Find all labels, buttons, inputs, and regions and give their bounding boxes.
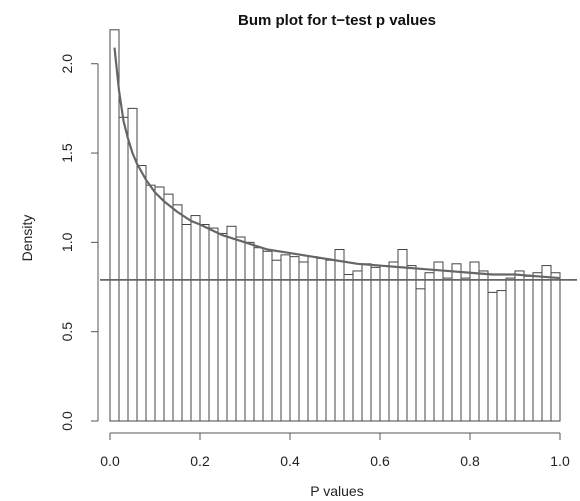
fitted-density-curve <box>113 47 561 280</box>
y-tick-label: 2.0 <box>59 54 75 74</box>
histogram-bar <box>271 259 282 422</box>
histogram-bar <box>397 249 408 422</box>
x-tick-label: 0.8 <box>460 453 480 469</box>
histogram-bar <box>226 225 237 422</box>
histogram-bar <box>307 256 318 422</box>
histogram-bar <box>253 247 264 422</box>
histogram-bar <box>460 277 471 422</box>
x-tick-label: 0.4 <box>280 453 300 469</box>
histogram-bar <box>550 272 561 422</box>
histogram-bar <box>487 291 498 422</box>
histogram-bar <box>172 204 183 422</box>
histogram-bar <box>442 277 453 422</box>
histogram-bar <box>406 265 417 422</box>
histogram-bar <box>136 165 147 422</box>
chart-title: Bum plot for t−test p values <box>238 12 436 29</box>
histogram-bar <box>298 261 309 422</box>
histogram-bar <box>478 270 489 422</box>
histogram-bar <box>325 259 336 422</box>
x-tick-label: 0.6 <box>370 453 390 469</box>
histogram-bar <box>388 261 399 422</box>
histogram-bar <box>145 184 156 422</box>
histogram-bar <box>415 288 426 422</box>
x-tick-label: 0.0 <box>100 453 120 469</box>
histogram-bar <box>541 265 552 422</box>
histogram-bar <box>451 263 462 422</box>
histogram-bar <box>262 250 273 422</box>
y-axis-label: Density <box>19 215 35 262</box>
histogram-bar <box>199 224 210 422</box>
x-tick-label: 0.2 <box>190 453 210 469</box>
histogram-bar <box>343 274 354 422</box>
histogram-bar <box>181 224 192 422</box>
histogram-bar <box>523 275 534 422</box>
histogram-bar <box>217 232 228 422</box>
x-axis-ticks: 0.0 0.2 0.4 0.6 0.8 1.0 <box>100 433 570 469</box>
y-tick-label: 1.5 <box>59 143 75 163</box>
histogram-bar <box>289 256 300 422</box>
histogram-bar <box>334 249 345 422</box>
histogram-bar <box>244 241 255 422</box>
y-tick-label: 1.0 <box>59 232 75 252</box>
histogram-bar <box>208 227 219 422</box>
histogram-bar <box>469 261 480 422</box>
histogram-bar <box>118 116 129 422</box>
histogram-bar <box>370 266 381 422</box>
y-axis-ticks: 0.0 0.5 1.0 1.5 2.0 <box>59 54 98 431</box>
histogram-bar <box>154 186 165 422</box>
histogram-bar <box>316 257 327 422</box>
histogram-bar <box>361 263 372 422</box>
histogram-bar <box>532 272 543 422</box>
histogram-bar <box>163 193 174 422</box>
histogram-bar <box>379 265 390 422</box>
histogram-bars <box>109 29 561 422</box>
histogram-bar <box>433 261 444 422</box>
histogram-bar <box>514 270 525 422</box>
y-tick-label: 0.5 <box>59 322 75 342</box>
histogram-bar <box>505 277 516 422</box>
y-tick-label: 0.0 <box>59 411 75 431</box>
x-axis-label: P values <box>310 483 363 499</box>
x-tick-label: 1.0 <box>550 453 570 469</box>
histogram-bar <box>190 215 201 422</box>
histogram-bar <box>352 270 363 422</box>
histogram-bar <box>109 29 120 422</box>
histogram-bar <box>496 290 507 422</box>
histogram-bar <box>424 272 435 422</box>
histogram-bar <box>235 236 246 422</box>
